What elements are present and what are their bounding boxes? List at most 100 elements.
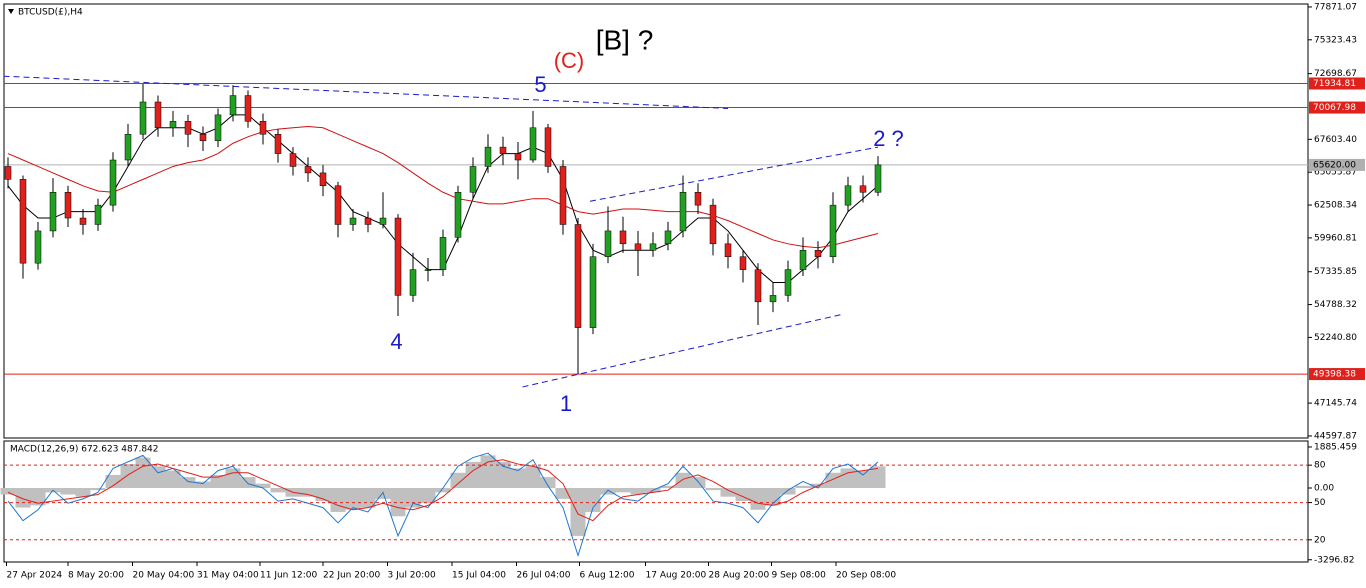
wave-label: 4 [390, 329, 402, 354]
candle-body [799, 250, 807, 270]
y-tick-label: 59960.81 [1314, 233, 1357, 243]
macd-bar [540, 477, 556, 489]
candle-body [4, 166, 12, 180]
y-tick-label: 67603.40 [1314, 135, 1357, 145]
candle-body [214, 114, 222, 141]
chart-title: BTCUSD(£),H4 [18, 8, 83, 18]
macd-bar [195, 481, 211, 489]
candle-body [679, 191, 687, 232]
candle-body [349, 217, 357, 225]
candle-body [589, 256, 597, 328]
macd-bar [105, 474, 121, 489]
macd-bar [660, 485, 676, 489]
macd-bar [240, 477, 256, 489]
candle-body [34, 230, 42, 264]
macd-bar [675, 472, 691, 489]
macd-bar [495, 461, 511, 489]
candle-body [424, 269, 432, 271]
macd-bar [345, 488, 361, 510]
level-label: 65620.00 [1313, 160, 1356, 170]
macd-bar [165, 470, 181, 489]
x-tick-label: 6 Aug 12:00 [580, 571, 635, 581]
level-label: 70067.98 [1313, 103, 1356, 113]
x-tick-label: 28 Aug 20:00 [709, 571, 770, 581]
candle-body [19, 179, 27, 264]
trendline [522, 314, 841, 388]
candle-body [49, 191, 57, 232]
macd-bar [600, 488, 616, 495]
candle-body [739, 256, 747, 270]
indicator-signal [7, 459, 879, 522]
macd-bar [270, 488, 286, 493]
indicator-tick-label: 80 [1314, 461, 1326, 471]
x-tick-label: 22 Jun 20:00 [323, 571, 380, 581]
trendline [589, 146, 879, 202]
candle-body [169, 121, 177, 129]
wave-label: (C) [554, 48, 585, 73]
x-tick-label: 3 Jul 20:00 [388, 571, 437, 581]
macd-bar [780, 488, 796, 495]
candle-body [469, 166, 477, 193]
macd-bar [585, 488, 601, 512]
macd-bar [855, 470, 871, 489]
indicator-line [7, 452, 879, 558]
wave-label: 5 [534, 72, 546, 97]
candle-body [604, 230, 612, 257]
candle-body [859, 185, 867, 193]
macd-bar [405, 488, 421, 508]
candle-body [529, 127, 537, 161]
candle-body [379, 217, 387, 225]
macd-bar [510, 468, 526, 489]
candle-body [769, 295, 777, 303]
candle-body [184, 121, 192, 135]
macd-bar [435, 488, 451, 493]
main-panel [3, 3, 1309, 439]
candle-body [874, 164, 882, 193]
candle-body [559, 166, 567, 225]
candle-body [124, 133, 132, 161]
macd-bar [330, 488, 346, 512]
y-tick-label: 57335.85 [1314, 267, 1357, 277]
indicator-tick-label: 0.00 [1314, 484, 1334, 494]
x-tick-label: 11 Jun 12:00 [260, 571, 317, 581]
level-label: 71934.81 [1313, 79, 1356, 89]
candle-body [694, 191, 702, 206]
y-tick-label: 44597.87 [1314, 431, 1357, 441]
candle-body [784, 269, 792, 296]
indicator-tick-label: 1885.459 [1314, 442, 1357, 452]
trendline [3, 75, 729, 109]
candle-body [64, 191, 72, 219]
macd-bar [0, 488, 16, 495]
macd-bar [555, 488, 571, 499]
candle-body [259, 121, 267, 135]
macd-bar [870, 466, 886, 489]
candle-body [289, 153, 297, 167]
indicator-label: MACD(12,26,9) 672.623 487.842 [10, 445, 159, 455]
level-box [1309, 101, 1365, 114]
wave-label: 2 ? [873, 126, 904, 151]
candle-body [814, 250, 822, 257]
macd-bar [390, 488, 406, 517]
level-box [1309, 368, 1365, 381]
macd-bar [615, 488, 631, 493]
candle-body [829, 204, 837, 257]
macd-bar [630, 488, 646, 495]
x-tick-label: 20 Sep 08:00 [836, 571, 896, 581]
level-box [1309, 77, 1365, 90]
macd-bar [225, 468, 241, 489]
candle-body [319, 172, 327, 187]
candle-body [139, 101, 147, 135]
candle-body [574, 224, 582, 328]
macd-bar [570, 488, 586, 536]
macd-bar [90, 488, 106, 491]
candle-body [154, 101, 162, 129]
x-tick-label: 15 Jul 04:00 [452, 571, 506, 581]
candle-body [109, 159, 117, 206]
candle-body [664, 230, 672, 245]
macd-bar [720, 488, 736, 497]
macd-bar [255, 483, 271, 489]
menu-arrow [8, 9, 14, 14]
candle-body [439, 237, 447, 270]
wave-label: 1 [560, 391, 572, 416]
